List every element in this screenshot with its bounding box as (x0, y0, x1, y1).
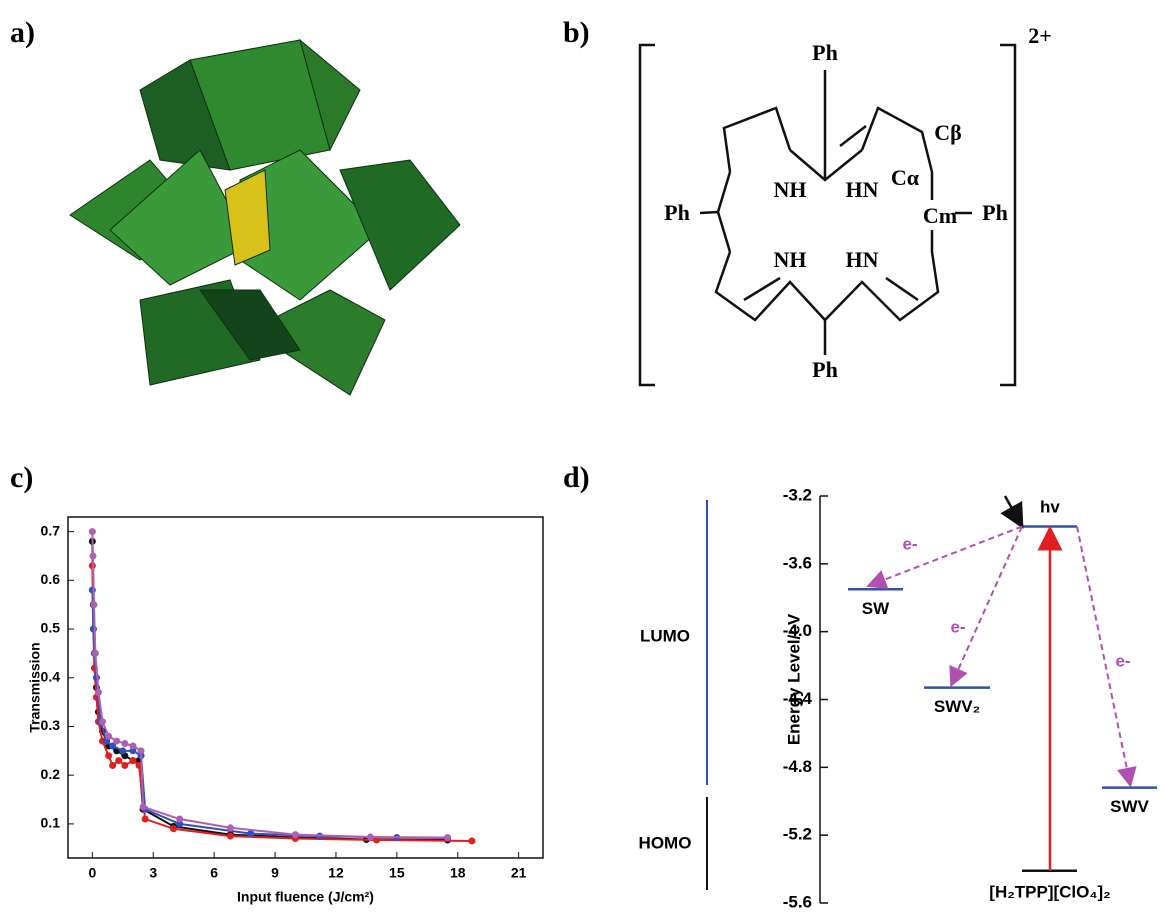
y-axis-label: Energy Level/eV (784, 613, 803, 745)
atom-label: NH (774, 247, 807, 272)
figure: a) b) c) d) Ph Ph Ph Ph NH HN NH HN Cβ C… (0, 0, 1164, 913)
level-label: SWV₂ (934, 697, 980, 716)
data-point (119, 747, 126, 754)
y-tick-label: 0.2 (41, 766, 61, 782)
atom-label: Ph (982, 200, 1008, 225)
data-point (109, 762, 116, 769)
panel-label: c) (10, 461, 33, 494)
y-tick-label: 0.7 (41, 522, 61, 538)
data-point (367, 834, 374, 841)
series-line (92, 541, 447, 840)
light-arrow (1005, 496, 1021, 525)
y-tick-label: -4.8 (783, 757, 812, 776)
data-point (89, 587, 96, 594)
x-tick-label: 12 (328, 865, 344, 881)
y-tick-label: -3.6 (783, 553, 812, 572)
band-label: HOMO (639, 833, 692, 852)
data-point (115, 757, 122, 764)
structure-labels: Ph Ph Ph Ph NH HN NH HN Cβ Cα Cm 2+ (664, 23, 1052, 382)
data-point (142, 816, 149, 823)
data-point (92, 650, 99, 657)
data-point (176, 816, 183, 823)
atom-label: Cm (923, 203, 957, 228)
data-point (170, 825, 177, 832)
x-tick-label: 9 (271, 865, 279, 881)
y-tick-label: -5.6 (783, 892, 812, 911)
series-line (92, 590, 447, 838)
atom-label: Ph (812, 40, 838, 65)
x-axis-label: Input fluence (J/cm²) (237, 889, 374, 905)
atom-label: HN (846, 247, 879, 272)
atom-label: NH (774, 177, 807, 202)
x-tick-label: 0 (88, 865, 96, 881)
data-point (138, 747, 145, 754)
y-tick-label: 0.1 (41, 815, 61, 831)
data-point (89, 552, 96, 559)
x-tick-label: 21 (511, 865, 527, 881)
data-point (121, 762, 128, 769)
y-tick-label: -3.2 (783, 485, 812, 504)
structure (640, 45, 1015, 385)
data-point (129, 742, 136, 749)
data-point (113, 738, 120, 745)
data-point (121, 740, 128, 747)
y-tick-label: 0.6 (41, 571, 61, 587)
data-point (292, 831, 299, 838)
series-line (92, 566, 472, 841)
data-point (105, 752, 112, 759)
data-point (140, 803, 147, 810)
band-label: LUMO (640, 626, 690, 645)
y-tick-label: -5.2 (783, 825, 812, 844)
data-point (129, 757, 136, 764)
data-point (95, 689, 102, 696)
panel-label: b) (563, 16, 590, 49)
x-tick-label: 18 (450, 865, 466, 881)
polyhedra (70, 40, 460, 395)
atom-label: Cβ (934, 120, 961, 145)
level-label: SW (862, 599, 890, 618)
atom-label: Ph (664, 200, 690, 225)
transfer-label: e- (902, 534, 917, 553)
data-point (247, 830, 254, 837)
data-point (227, 824, 234, 831)
data-point (105, 733, 112, 740)
panel-label: d) (563, 461, 590, 494)
data-point (468, 837, 475, 844)
panel-label: a) (10, 16, 35, 49)
transfer-label: e- (1115, 651, 1130, 670)
data-point (90, 601, 97, 608)
x-tick-label: 15 (389, 865, 405, 881)
series-line (92, 532, 447, 838)
x-tick-label: 3 (149, 865, 157, 881)
atom-label: Cα (891, 165, 920, 190)
y-tick-label: 0.5 (41, 620, 61, 636)
donor-label: [H₂TPP][ClO₄]₂ (989, 882, 1110, 901)
excitation-label: hv (1040, 497, 1060, 516)
data-point (90, 626, 97, 633)
y-axis-label: Transmission (27, 642, 43, 732)
charge: 2+ (1028, 23, 1052, 48)
x-tick-label: 6 (210, 865, 218, 881)
data-point (227, 833, 234, 840)
atom-label: HN (846, 177, 879, 202)
data-point (89, 528, 96, 535)
data-point (99, 718, 106, 725)
atom-label: Ph (812, 357, 838, 382)
y-tick-label: 0.4 (41, 668, 61, 684)
y-tick-label: 0.3 (41, 717, 61, 733)
level-label: SWV (1110, 797, 1149, 816)
data-point (444, 834, 451, 841)
plot-frame (68, 517, 543, 858)
transfer-label: e- (950, 617, 965, 636)
